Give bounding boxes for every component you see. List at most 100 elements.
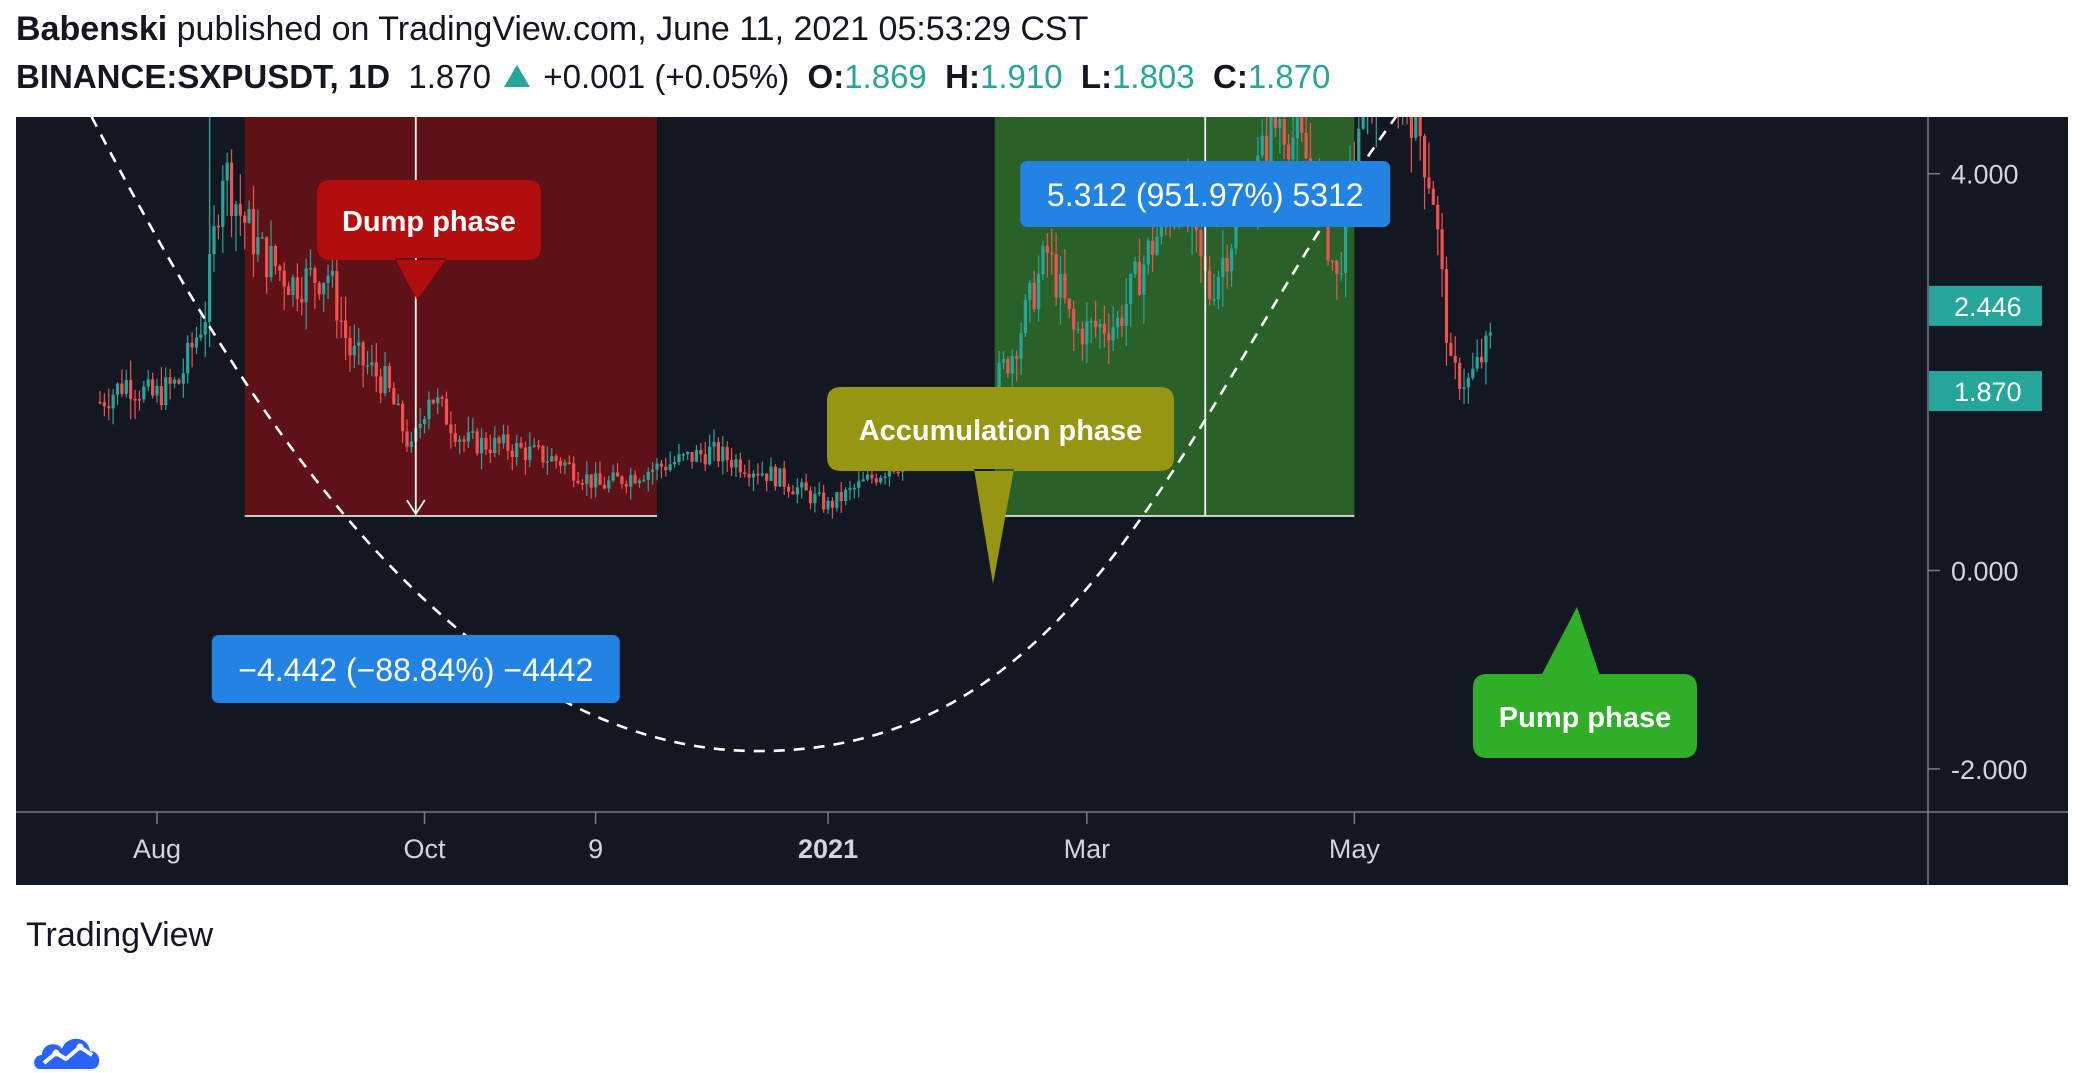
candle-body [194, 337, 199, 348]
candle-body [1080, 328, 1085, 345]
candle-body [567, 462, 571, 465]
price-chart[interactable]: −4.442 (−88.84%) −4442 5.312 (951.97%) 5… [16, 117, 2068, 885]
y-tick-label: -2.000 [1951, 755, 2028, 785]
candle-body [1098, 323, 1102, 328]
candle-body [765, 473, 769, 481]
dump-phase-callout[interactable] [317, 180, 541, 300]
candle-body [1045, 245, 1049, 253]
candle-body [708, 446, 712, 465]
candle-body [278, 266, 282, 271]
author-name[interactable]: Babenski [16, 10, 168, 48]
candle-body [1265, 135, 1269, 172]
candle-body [734, 459, 738, 468]
candle-body [624, 484, 628, 487]
candle-body [181, 373, 185, 384]
candle-body [835, 492, 839, 508]
candle-body [760, 473, 764, 476]
footer-brand[interactable]: TradingView [26, 915, 214, 954]
candle-body [308, 268, 313, 270]
x-axis[interactable]: Aug Oct 9 2021 Mar May [133, 812, 1380, 864]
candle-body [1458, 362, 1462, 389]
candle-body [848, 487, 852, 490]
candle-body [265, 237, 269, 278]
candle-body [532, 445, 536, 447]
candle-body [997, 362, 1001, 397]
candle-body [1427, 177, 1431, 189]
candle-body [1001, 359, 1006, 363]
candle-body [418, 424, 422, 428]
candle-body [594, 473, 598, 488]
candle-body [585, 474, 589, 484]
candle-body [1010, 355, 1014, 374]
candle-body [501, 434, 506, 444]
candle-body [1225, 258, 1229, 272]
candle-body [826, 500, 830, 510]
candle-body [633, 475, 637, 484]
candle-body [822, 492, 826, 510]
candle-body [699, 450, 703, 455]
open-value: 1.869 [844, 58, 927, 95]
candle-body [861, 479, 865, 482]
candle-body [681, 454, 685, 456]
up-arrow-icon [504, 65, 531, 87]
candle-body [1151, 240, 1155, 255]
candle-body [392, 388, 396, 405]
accumulation-phase-callout[interactable] [827, 387, 1174, 584]
candle-body [782, 468, 786, 487]
candle-body [769, 466, 773, 481]
candle-body [444, 398, 449, 425]
candle-body [651, 469, 655, 472]
candle-body [405, 431, 409, 447]
candle-body [598, 473, 602, 485]
candle-body [234, 204, 238, 217]
pump-measure-label-box [1020, 161, 1391, 227]
candle-body [725, 446, 729, 461]
last-price: 1.870 [408, 58, 491, 95]
x-tick-label: Mar [1064, 834, 1111, 864]
candle-body [1260, 135, 1264, 156]
candle-body [523, 447, 528, 461]
candle-body [738, 459, 742, 473]
candle-body [642, 479, 646, 482]
tradingview-cloud-icon[interactable] [32, 1029, 104, 1073]
candle-body [343, 320, 348, 338]
candle-body [251, 209, 256, 255]
candle-body [1221, 258, 1225, 277]
candle-body [212, 225, 216, 255]
candle-body [883, 476, 887, 479]
candle-body [159, 385, 163, 406]
high-value: 1.910 [979, 58, 1063, 95]
candle-body [431, 399, 435, 404]
candle-body [282, 270, 286, 287]
candle-body [102, 402, 106, 407]
candle-body [120, 383, 124, 394]
candle-body [1286, 144, 1291, 160]
price-change: +0.001 (+0.05%) [543, 58, 790, 95]
candle-body [870, 474, 874, 479]
candle-body [874, 478, 878, 483]
candle-body [1028, 282, 1032, 300]
candle-body [1471, 368, 1475, 378]
candle-body [177, 379, 181, 384]
candle-body [1072, 308, 1076, 330]
pump-phase-callout[interactable] [1473, 607, 1697, 758]
candle-body [137, 399, 142, 401]
candle-body [1418, 117, 1422, 137]
candle-body [1304, 132, 1308, 159]
candle-body [839, 492, 843, 501]
candle-body [1137, 261, 1142, 296]
candle-body [484, 437, 488, 450]
candle-body [335, 271, 339, 321]
price-tag-box [1929, 370, 2042, 411]
price-tag-label: 2.446 [1954, 292, 2022, 322]
symbol-title[interactable]: BINANCE:SXPUSDT, 1D [16, 58, 391, 95]
candle-body [857, 481, 861, 488]
candle-body [1054, 254, 1058, 298]
candle-body [422, 419, 427, 425]
x-tick-label: Aug [133, 834, 181, 864]
candle-body [1212, 299, 1216, 301]
price-tags: 2.446 1.870 [1929, 285, 2042, 411]
candle-body [1085, 321, 1089, 345]
candle-body [1440, 229, 1444, 270]
